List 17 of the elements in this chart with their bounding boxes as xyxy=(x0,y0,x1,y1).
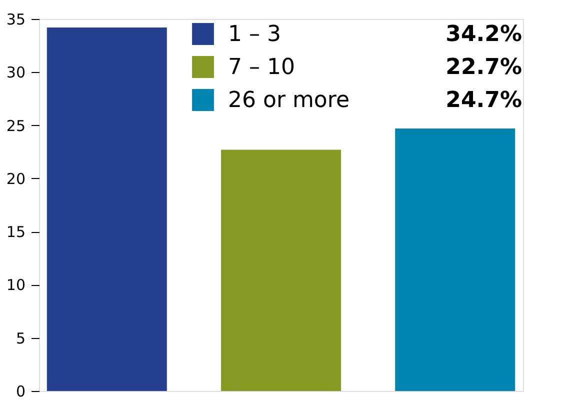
annotation: 22.7% xyxy=(446,55,522,80)
legend-label: 1 – 3 xyxy=(228,22,281,47)
y-tick-label: 10 xyxy=(6,276,26,294)
bar xyxy=(221,150,341,391)
bar xyxy=(46,28,167,391)
y-tick-label: 35 xyxy=(6,10,26,28)
y-tick-label: 20 xyxy=(6,170,26,188)
y-tick-label: 30 xyxy=(6,64,26,82)
y-tick-label: 0 xyxy=(16,382,26,400)
annotation: 24.7% xyxy=(446,88,522,113)
legend-label: 26 or more xyxy=(228,88,350,113)
bar xyxy=(395,128,516,391)
legend-label: 7 – 10 xyxy=(228,55,295,80)
y-tick-label: 25 xyxy=(6,116,26,135)
annotation: 34.2% xyxy=(446,22,522,47)
y-tick-label: 5 xyxy=(16,329,26,348)
y-tick-label: 15 xyxy=(6,223,26,242)
